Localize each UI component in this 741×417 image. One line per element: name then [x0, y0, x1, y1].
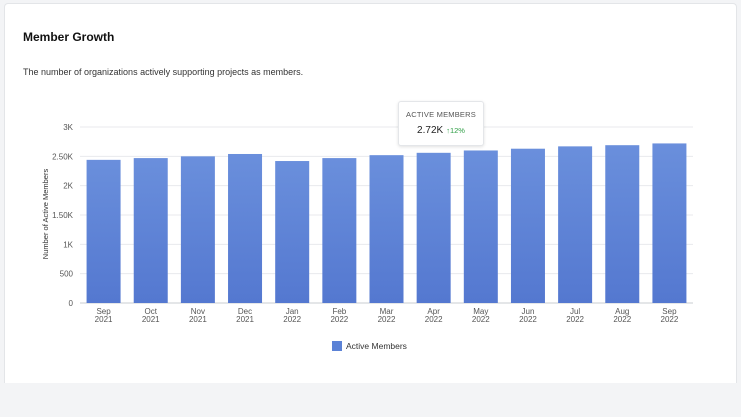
x-tick-year: 2022 — [519, 315, 537, 324]
x-tick-month: Dec — [238, 307, 252, 316]
x-tick-month: Sep — [662, 307, 677, 316]
bar-jul-2022[interactable] — [558, 146, 593, 303]
x-tick-year: 2022 — [566, 315, 584, 324]
bar-dec-2021[interactable] — [228, 153, 263, 303]
bar-sep-2022[interactable] — [652, 143, 687, 303]
y-tick-label: 1.50K — [52, 211, 74, 220]
card-subtitle: The number of organizations actively sup… — [23, 67, 304, 77]
y-tick-label: 2K — [63, 182, 73, 191]
legend-label: Active Members — [346, 341, 407, 351]
x-tick-year: 2021 — [236, 315, 254, 324]
x-tick-year: 2022 — [283, 315, 301, 324]
x-tick-month: Mar — [380, 307, 394, 316]
bar-sep-2021[interactable] — [86, 159, 121, 303]
x-tick-year: 2022 — [472, 315, 490, 324]
x-tick-year: 2022 — [661, 315, 679, 324]
x-tick-month: Aug — [615, 307, 629, 316]
x-tick-month: Jan — [286, 307, 299, 316]
x-tick-month: Sep — [96, 307, 111, 316]
x-tick-month: Jul — [570, 307, 580, 316]
x-tick-year: 2022 — [378, 315, 396, 324]
bar-apr-2022[interactable] — [416, 152, 451, 303]
tooltip-change: 12% — [449, 126, 465, 135]
x-tick-year: 2021 — [95, 315, 113, 324]
x-tick-year: 2021 — [142, 315, 160, 324]
tooltip-series-label: ACTIVE MEMBERS — [406, 110, 476, 119]
bar-jun-2022[interactable] — [510, 148, 545, 303]
bar-mar-2022[interactable] — [369, 155, 404, 303]
y-tick-label: 3K — [63, 123, 73, 132]
x-tick-year: 2022 — [425, 315, 443, 324]
x-tick-month: Feb — [332, 307, 346, 316]
tooltip-value: 2.72K — [417, 125, 444, 136]
x-tick-month: Oct — [145, 307, 158, 316]
x-tick-year: 2021 — [189, 315, 207, 324]
legend-swatch — [332, 341, 342, 351]
bar-nov-2021[interactable] — [180, 156, 215, 303]
bar-jan-2022[interactable] — [275, 161, 310, 303]
y-tick-label: 2.50K — [52, 152, 74, 161]
chart-legend[interactable]: Active Members — [332, 341, 407, 351]
x-tick-month: Nov — [191, 307, 205, 316]
hover-tooltip: ACTIVE MEMBERS 2.72K ↑12% — [398, 101, 484, 146]
x-tick-year: 2022 — [613, 315, 631, 324]
x-tick-month: May — [473, 307, 488, 316]
bar-feb-2022[interactable] — [322, 158, 357, 303]
x-tick-year: 2022 — [330, 315, 348, 324]
bar-may-2022[interactable] — [463, 150, 498, 303]
y-axis-label: Number of Active Members — [41, 169, 50, 260]
bar-oct-2021[interactable] — [133, 158, 168, 303]
y-tick-label: 1K — [63, 240, 73, 249]
card-title: Member Growth — [23, 30, 115, 44]
bar-aug-2022[interactable] — [605, 145, 640, 303]
x-tick-month: Apr — [427, 307, 440, 316]
y-tick-label: 0 — [69, 299, 74, 308]
trend-up-icon: ↑ — [446, 126, 450, 135]
y-tick-label: 500 — [60, 270, 74, 279]
x-tick-month: Jun — [522, 307, 535, 316]
